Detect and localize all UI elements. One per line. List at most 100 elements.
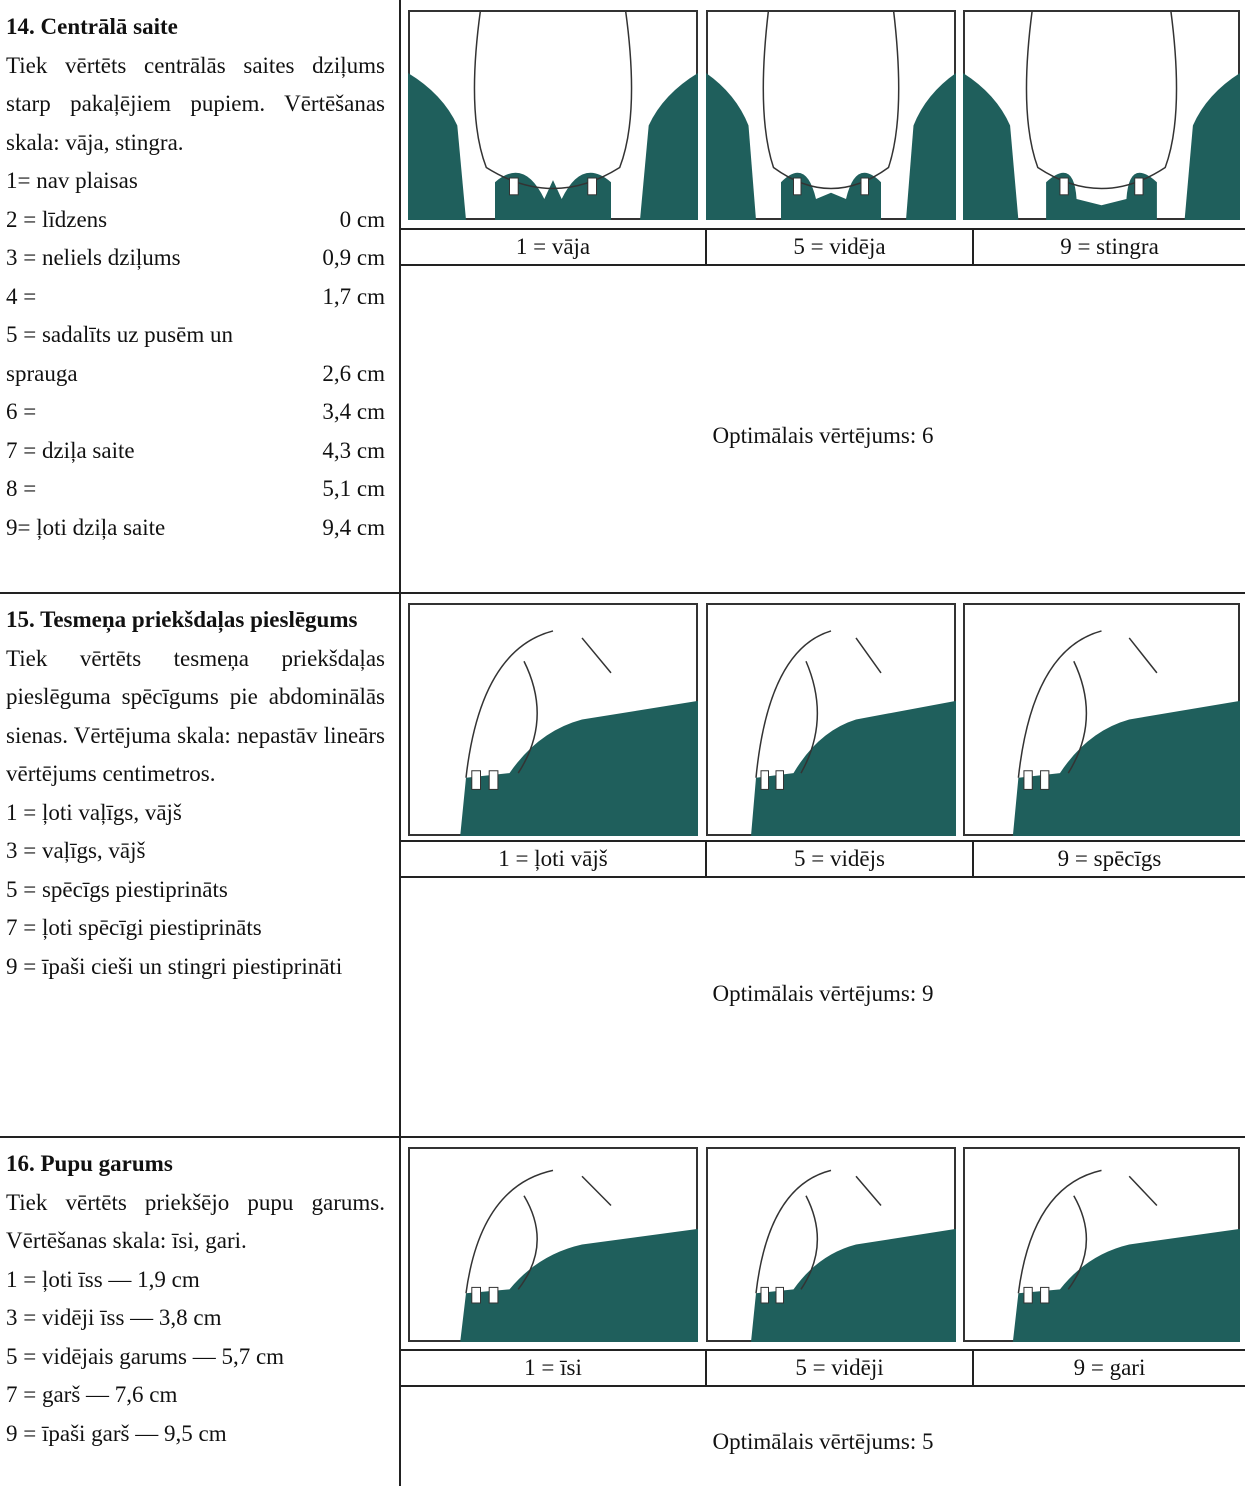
scale-label: 3 = vaļīgs, vājš: [6, 838, 146, 863]
shape: [1184, 73, 1240, 220]
shape: [760, 1286, 769, 1304]
scale-value: 2,6 cm: [322, 360, 385, 386]
scale-value: 9,4 cm: [322, 514, 385, 540]
caption: 5 = vidējs: [705, 842, 972, 876]
scale-value: 0,9 cm: [322, 245, 385, 270]
section-description: Tiek vērtēts tesmeņa priekšdaļas pieslēg…: [6, 645, 385, 787]
shape: [793, 177, 802, 196]
scale-line: 1 = ļoti īss — 1,9 cm: [6, 1261, 385, 1300]
scale-label: 7 = garš — 7,6 cm: [6, 1382, 178, 1407]
scale-value: 5,1 cm: [322, 476, 385, 501]
scale-label: 7 = dziļa saite: [6, 437, 135, 463]
description-cell: 15. Tesmeņa priekšdaļas pieslēgums Tiek v…: [0, 593, 401, 1137]
optimal-score: Optimālais vērtējums: 5: [712, 1429, 934, 1454]
illustration: [706, 1147, 956, 1342]
optimal-score: Optimālais vērtējums: 9: [712, 981, 934, 1006]
scale-line: 5 = spēcīgs piestiprināts: [6, 871, 385, 910]
shape: [755, 1169, 882, 1294]
scale-label: 2 = līdzens: [6, 206, 108, 232]
scale-line: 1 = ļoti vaļīgs, vājš: [6, 794, 385, 833]
scale-line: 4 = 1,7 cm: [6, 278, 385, 317]
scale-label: 1= nav plaisas: [6, 168, 138, 193]
shape: [751, 1228, 956, 1342]
scale-line: sprauga 2,6 cm: [6, 355, 385, 394]
section-title: 15. Tesmeņa priekšdaļas pieslēgums: [6, 607, 358, 632]
scale-label: 5 = vidējais garums — 5,7 cm: [6, 1343, 285, 1369]
shape: [473, 10, 633, 190]
caption: 5 = vidēja: [705, 230, 972, 264]
illustration: [963, 603, 1240, 836]
illustration: [408, 603, 698, 836]
illustration: [963, 1147, 1240, 1342]
scale-value: 1,7 cm: [322, 283, 385, 309]
description-cell: 14. Centrālā saite Tiek vērtēts centrālās…: [0, 0, 401, 593]
scale-label: 7 = ļoti spēcīgi piestiprināts: [6, 915, 262, 940]
shape: [762, 10, 900, 190]
section-description: Tiek vērtēts centrālās saites dziļums st…: [6, 52, 385, 155]
shape: [706, 73, 756, 220]
scale-label: sprauga: [6, 360, 78, 386]
caption-row: 1 = īsi 5 = vidēji 9 = gari: [401, 1349, 1245, 1387]
scale-label: 4 =: [6, 283, 37, 309]
scale-line: 3 = neliels dziļums 0,9 cm: [6, 239, 385, 278]
section-description: Tiek vērtēts priekšējo pupu garums. Vērt…: [6, 1189, 385, 1254]
caption: 9 = gari: [972, 1351, 1245, 1385]
scale-line: 1= nav plaisas: [6, 162, 385, 201]
shape: [760, 770, 769, 790]
scale-line: 8 = 5,1 cm: [6, 470, 385, 509]
scale-line: 9= ļoti dziļa saite 9,4 cm: [6, 509, 385, 548]
scale-value: 3,4 cm: [322, 399, 385, 424]
section-title: 16. Pupu garums: [6, 1151, 173, 1176]
shape: [1012, 700, 1240, 836]
shape: [751, 700, 956, 836]
scale-line: 7 = dziļa saite 4,3 cm: [6, 432, 385, 471]
scale-value: 4,3 cm: [322, 437, 385, 463]
shape: [465, 1169, 612, 1294]
shape: [1012, 1228, 1240, 1342]
shape: [963, 73, 1019, 220]
shape: [1134, 177, 1144, 196]
scale-line: 2 = līdzens 0 cm: [6, 201, 385, 240]
illustration: [963, 10, 1240, 220]
scale-label: 5 = sadalīts uz pusēm un: [6, 322, 233, 347]
shape: [1017, 1169, 1158, 1294]
shape: [488, 1286, 499, 1304]
scale-label: 8 =: [6, 476, 37, 501]
illustration: [408, 1147, 698, 1342]
shape: [755, 630, 882, 778]
shape: [471, 1286, 481, 1304]
shape: [906, 73, 956, 220]
illustration: [706, 603, 956, 836]
shape: [775, 1286, 784, 1304]
scale-line: 5 = vidējais garums — 5,7 cm: [6, 1338, 385, 1377]
row-border: [0, 592, 1245, 594]
scale-label: 9= ļoti dziļa saite: [6, 514, 166, 540]
shape: [471, 770, 481, 790]
scale-label: 3 = vidēji īss — 3,8 cm: [6, 1305, 222, 1330]
shape: [408, 73, 466, 220]
caption-row: 1 = vāja 5 = vidēja 9 = stingra: [401, 228, 1245, 266]
scale-line: 5 = sadalīts uz pusēm un: [6, 316, 385, 355]
shape: [587, 177, 598, 196]
scale-label: 6 =: [6, 399, 37, 424]
caption-row: 1 = ļoti vājš 5 = vidējs 9 = spēcīgs: [401, 840, 1245, 878]
scale-label: 9 = īpaši garš — 9,5 cm: [6, 1420, 227, 1446]
scale-line: 6 = 3,4 cm: [6, 393, 385, 432]
scale-label: 1 = ļoti vaļīgs, vājš: [6, 799, 182, 825]
shape: [860, 177, 869, 196]
shape: [1025, 10, 1178, 190]
shape: [1059, 177, 1069, 196]
scale-line: 7 = garš — 7,6 cm: [6, 1376, 385, 1415]
shape: [460, 700, 698, 836]
scale-value: 0 cm: [339, 206, 385, 232]
shape: [460, 1228, 698, 1342]
description-cell: 16. Pupu garums Tiek vērtēts priekšējo pu…: [0, 1137, 401, 1486]
caption: 9 = stingra: [972, 230, 1245, 264]
caption: 1 = vāja: [515, 234, 591, 259]
optimal-score: Optimālais vērtējums: 6: [712, 423, 934, 448]
shape: [1017, 630, 1158, 778]
caption: 5 = vidēji: [705, 1351, 972, 1385]
scale-line: 9 = īpaši cieši un stingri piestiprināti: [6, 948, 385, 987]
caption: 1 = ļoti vājš: [498, 846, 608, 871]
